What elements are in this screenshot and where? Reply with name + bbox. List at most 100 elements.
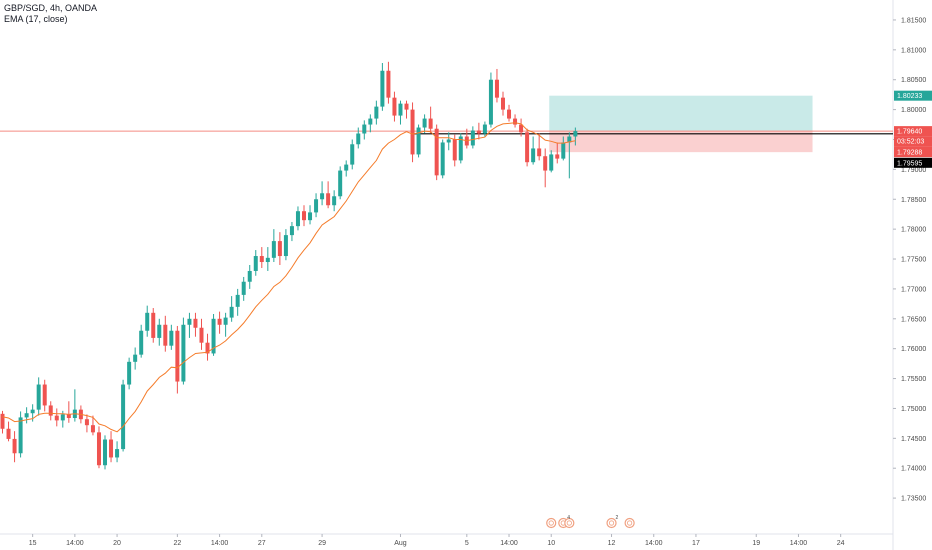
candle-body: [283, 235, 288, 257]
x-tick-label: 10: [547, 540, 555, 547]
candle-body: [549, 154, 554, 171]
candle-body: [555, 154, 560, 159]
y-tick-label: 1.80000: [901, 107, 926, 114]
x-tick-label: 5: [465, 540, 469, 547]
x-tick-label: 17: [692, 540, 700, 547]
candle-body: [133, 354, 138, 362]
candle-body: [127, 361, 132, 385]
candle-body: [253, 256, 258, 271]
candle-body: [434, 128, 439, 176]
candle-body: [6, 428, 11, 439]
candle-body: [320, 193, 325, 200]
candle-body: [308, 212, 313, 221]
y-tick-label: 1.75000: [901, 406, 926, 413]
candle-body: [458, 136, 463, 161]
candle-body: [42, 384, 47, 406]
candle-body: [482, 124, 487, 134]
candle-body: [573, 131, 578, 137]
candle-body: [151, 312, 156, 338]
candle-body: [500, 97, 505, 110]
candle-body: [332, 196, 337, 206]
candle-body: [181, 324, 186, 382]
x-tick-label: 29: [318, 540, 326, 547]
candle-body: [446, 139, 451, 143]
candle-body: [326, 193, 331, 206]
candle-body: [0, 413, 5, 429]
candle-body: [398, 103, 403, 116]
target-zone: [549, 95, 813, 132]
candle-body: [271, 241, 276, 258]
y-tick-label: 1.75500: [901, 376, 926, 383]
candle-body: [380, 70, 385, 107]
candle-body: [362, 124, 367, 134]
candle-body: [265, 257, 270, 263]
x-tick-label: Aug: [394, 540, 407, 547]
candle-body: [241, 281, 246, 295]
candle-body: [90, 425, 95, 433]
candle-body: [356, 133, 361, 145]
target-price-label: 1.80233: [897, 93, 922, 100]
x-tick-label: 14:00: [790, 540, 808, 547]
candle-body: [54, 415, 59, 421]
candle-body: [519, 124, 524, 133]
candle-body: [525, 132, 530, 163]
candle-body: [344, 164, 349, 171]
candle-body: [338, 170, 343, 197]
y-tick-label: 1.81500: [901, 17, 926, 24]
candle-body: [205, 342, 210, 354]
candle-body: [96, 432, 101, 466]
y-tick-label: 1.73500: [901, 496, 926, 503]
candle-body: [470, 130, 475, 146]
candle-body: [60, 414, 65, 421]
candle-body: [543, 156, 548, 171]
x-tick-label: 14:00: [211, 540, 229, 547]
candle-body: [531, 148, 536, 163]
candle-body: [199, 327, 204, 343]
candle-body: [476, 130, 481, 134]
candle-body: [163, 324, 168, 346]
x-tick-label: 15: [29, 540, 37, 547]
candle-body: [175, 330, 180, 382]
candle-body: [211, 318, 216, 354]
candle-body: [103, 439, 108, 466]
globe-icon-inner: [627, 520, 633, 526]
countdown-label-bg: [894, 136, 932, 147]
globe-icon-inner: [548, 520, 554, 526]
candle-body: [392, 97, 397, 116]
x-tick-label: 12: [608, 540, 616, 547]
stop-price-label: 1.79288: [897, 150, 922, 157]
y-tick-label: 1.77500: [901, 257, 926, 264]
candle-body: [494, 79, 499, 98]
candle-body: [368, 118, 373, 125]
x-tick-label: 14:00: [645, 540, 663, 547]
candle-body: [139, 330, 144, 355]
candle-body: [289, 226, 294, 236]
candle-body: [259, 256, 264, 263]
event-count: 2: [616, 515, 619, 521]
candle-body: [507, 109, 512, 119]
y-tick-label: 1.78500: [901, 197, 926, 204]
entry-price-label: 1.79640: [897, 129, 922, 136]
y-tick-label: 1.74000: [901, 466, 926, 473]
x-tick-label: 22: [173, 540, 181, 547]
candle-body: [247, 270, 252, 282]
candle-body: [452, 139, 457, 161]
y-tick-label: 1.80500: [901, 77, 926, 84]
candle-body: [12, 438, 17, 454]
y-tick-label: 1.76000: [901, 346, 926, 353]
horizontal-price-label-bg: [894, 157, 932, 168]
indicator-label: EMA (17, close): [4, 14, 68, 24]
candle-body: [115, 449, 120, 458]
candle-body: [157, 324, 162, 338]
y-tick-label: 1.77000: [901, 286, 926, 293]
stop-price-label-bg: [894, 147, 932, 158]
y-tick-label: 1.78000: [901, 227, 926, 234]
countdown-label: 03:52:03: [897, 139, 924, 146]
candle-body: [428, 118, 433, 129]
globe-icon: [624, 517, 635, 529]
candle-body: [440, 142, 445, 176]
x-tick-label: 24: [837, 540, 845, 547]
candle-body: [416, 127, 421, 155]
